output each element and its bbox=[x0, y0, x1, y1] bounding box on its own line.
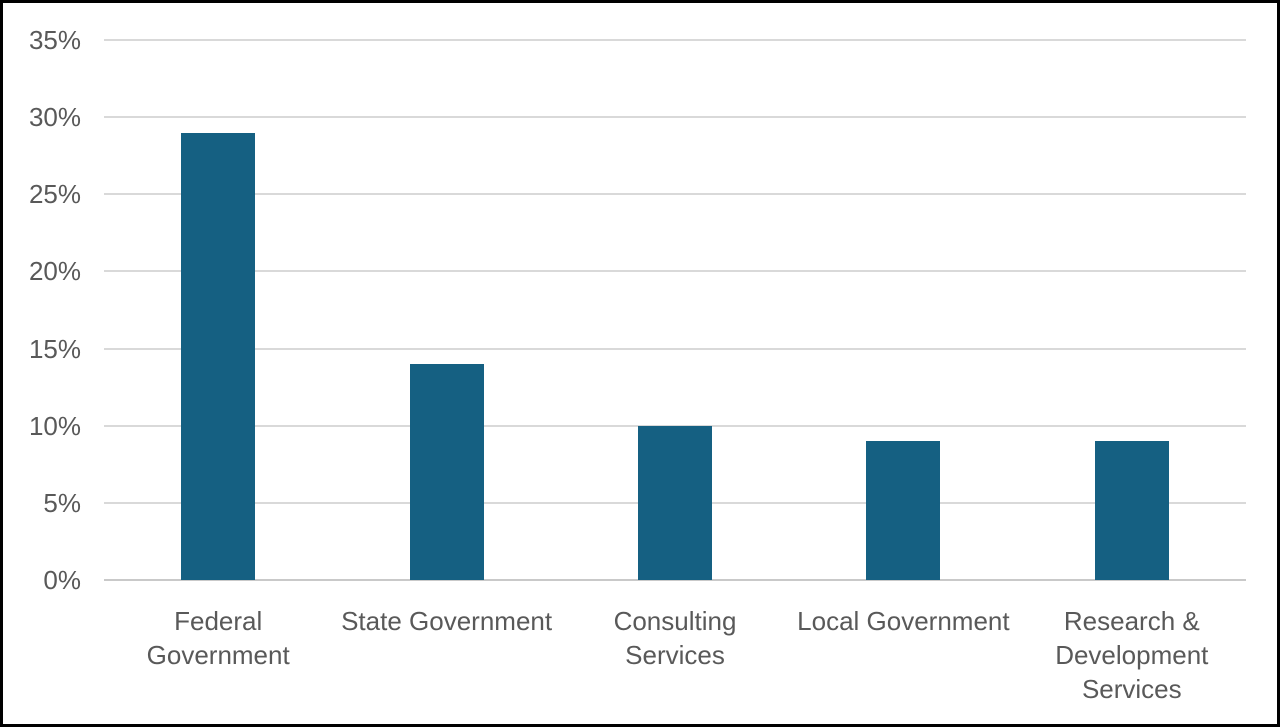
y-axis-tick-label: 0% bbox=[43, 565, 81, 595]
x-axis-category-label: State Government bbox=[327, 604, 567, 638]
bar-local-government bbox=[866, 441, 941, 580]
y-axis-tick-label: 20% bbox=[28, 256, 81, 287]
gridline-25 bbox=[104, 193, 1246, 196]
x-axis-category-label-line: Local Government bbox=[797, 606, 1010, 636]
x-axis-category-label: Federal Government bbox=[98, 604, 338, 672]
x-axis-category-label-line: Consulting bbox=[613, 606, 737, 636]
gridline-35 bbox=[104, 39, 1246, 41]
y-axis-tick-label: 15% bbox=[28, 333, 81, 364]
y-axis-tick-label: 10% bbox=[28, 410, 81, 441]
gridline-20 bbox=[104, 270, 1246, 273]
y-axis-tick-label: 30% bbox=[28, 102, 81, 133]
bar-consulting-services bbox=[638, 425, 712, 580]
gridline-30 bbox=[104, 116, 1246, 119]
plot-area: 0% 5% 10% 15% 20% 25% 30% 35% Federal Government S… bbox=[3, 3, 1277, 724]
y-axis-tick-label: 25% bbox=[28, 179, 81, 210]
x-axis-category-label-line: Services bbox=[1081, 674, 1182, 704]
x-axis-category-label-line: Federal bbox=[174, 606, 263, 636]
y-axis-tick-label: 5% bbox=[43, 487, 81, 518]
x-axis-line bbox=[104, 579, 1246, 581]
y-axis-tick-label: 35% bbox=[28, 25, 81, 55]
x-axis-category-label-line: Development bbox=[1055, 640, 1209, 670]
x-axis-category-label-line: Services bbox=[625, 640, 725, 670]
x-axis-category-label: Consulting Services bbox=[555, 604, 795, 672]
gridline-15 bbox=[104, 347, 1246, 350]
x-axis-category-label: Research & Development Services bbox=[1012, 604, 1252, 706]
bar-state-government bbox=[409, 364, 484, 580]
bar-federal-government bbox=[181, 132, 256, 580]
bar-research-and-development-services bbox=[1094, 441, 1169, 580]
x-axis-category-label-line: Government bbox=[146, 640, 290, 670]
x-axis-category-label: Local Government bbox=[783, 604, 1023, 638]
x-axis-category-label-line: State Government bbox=[341, 606, 553, 636]
x-axis-category-label-line: Research & bbox=[1063, 606, 1200, 636]
